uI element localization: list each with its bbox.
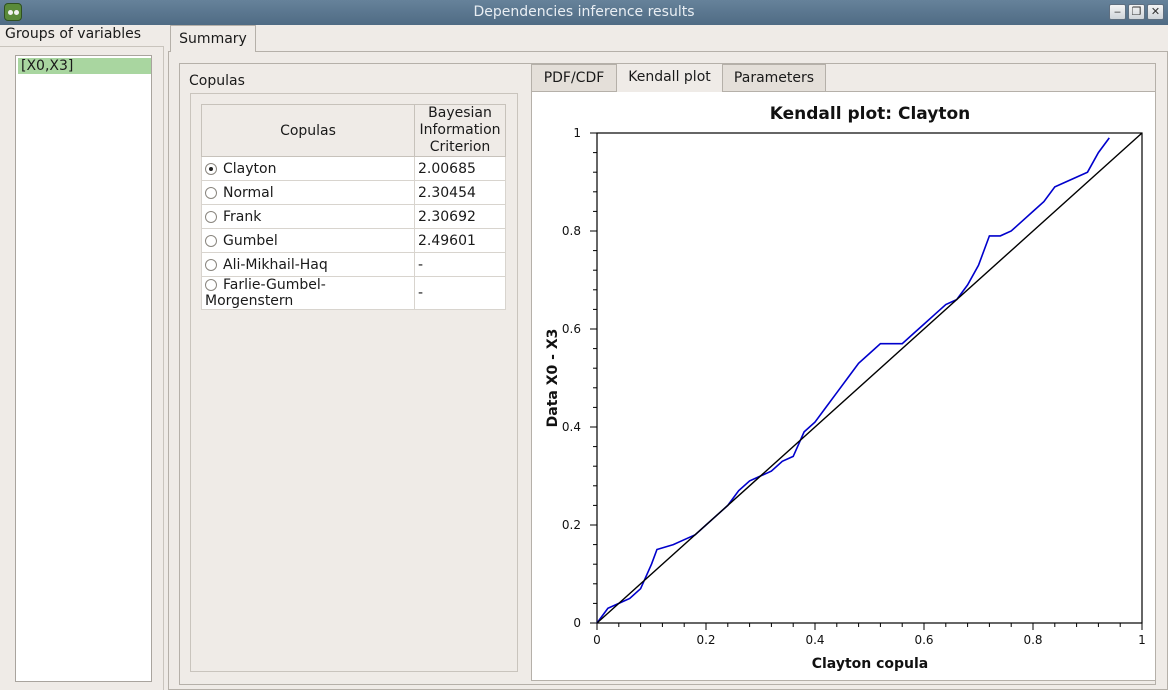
y-axis-label: Data X0 - X3 <box>545 329 561 428</box>
x-tick-label: 0.2 <box>696 633 715 647</box>
copulas-section-label: Copulas <box>189 73 245 89</box>
table-row[interactable]: Farlie-Gumbel-Morgenstern - <box>201 276 506 310</box>
y-tick-label: 0.4 <box>562 420 581 434</box>
series-line-empirical <box>596 137 1110 624</box>
kendall-plot-panel: Kendall plot: Clayton 0 0.2 0.4 0.6 0.8 1 0 0.2… <box>531 91 1156 681</box>
y-tick-label: 0.8 <box>562 224 581 238</box>
x-tick-label: 1 <box>1138 633 1146 647</box>
bic-value: 2.30454 <box>414 180 506 205</box>
table-row[interactable]: Clayton 2.00685 <box>201 156 506 181</box>
x-tick-label: 0 <box>593 633 601 647</box>
minimize-icon[interactable]: ‒ <box>1109 4 1126 20</box>
copula-name: Frank <box>223 208 262 225</box>
close-icon[interactable]: ✕ <box>1147 4 1164 20</box>
window-titlebar: Dependencies inference results ‒ ❐ ✕ <box>0 0 1168 25</box>
copula-name: Clayton <box>223 160 277 177</box>
tab-kendall-plot[interactable]: Kendall plot <box>616 63 723 92</box>
table-row[interactable]: Gumbel 2.49601 <box>201 228 506 253</box>
copula-name: Ali-Mikhail-Haq <box>223 256 328 273</box>
column-header-bic[interactable]: Bayesian Information Criterion <box>414 104 506 157</box>
tab-summary[interactable]: Summary <box>170 25 256 52</box>
y-tick-label: 1 <box>573 126 581 140</box>
bic-value: - <box>414 276 506 310</box>
kendall-plot-chart[interactable]: Kendall plot: Clayton 0 0.2 0.4 0.6 0.8 1 0 0.2… <box>532 92 1155 680</box>
bic-value: 2.30692 <box>414 204 506 229</box>
radio-ali-mikhail-haq[interactable] <box>205 258 217 271</box>
groups-list[interactable]: [X0,X3] <box>15 55 152 682</box>
groups-label: Groups of variables <box>5 26 142 42</box>
restore-icon[interactable]: ❐ <box>1128 4 1145 20</box>
bic-value: 2.49601 <box>414 228 506 253</box>
x-tick-label: 0.4 <box>805 633 824 647</box>
series-line-diagonal <box>596 132 1143 624</box>
tab-pdf-cdf[interactable]: PDF/CDF <box>531 64 617 91</box>
table-row[interactable]: Frank 2.30692 <box>201 204 506 229</box>
window-title: Dependencies inference results <box>473 4 695 20</box>
radio-clayton[interactable] <box>205 162 217 175</box>
copulas-groupbox <box>190 93 518 672</box>
copula-name: Normal <box>223 184 274 201</box>
table-row[interactable]: Ali-Mikhail-Haq - <box>201 252 506 277</box>
x-tick-label: 0.6 <box>914 633 933 647</box>
bic-value: - <box>414 252 506 277</box>
y-tick-label: 0.2 <box>562 518 581 532</box>
radio-normal[interactable] <box>205 186 217 199</box>
group-item[interactable]: [X0,X3] <box>18 58 151 74</box>
app-icon <box>4 3 22 21</box>
radio-fgm[interactable] <box>205 279 217 291</box>
column-header-copulas[interactable]: Copulas <box>201 104 415 157</box>
radio-frank[interactable] <box>205 210 217 223</box>
radio-gumbel[interactable] <box>205 234 217 247</box>
groups-frame <box>0 46 164 690</box>
table-row[interactable]: Normal 2.30454 <box>201 180 506 205</box>
y-tick-label: 0.6 <box>562 322 581 336</box>
bic-value: 2.00685 <box>414 156 506 181</box>
x-tick-label: 0.8 <box>1023 633 1042 647</box>
y-tick-label: 0 <box>573 616 581 630</box>
chart-title: Kendall plot: Clayton <box>770 104 970 124</box>
tab-parameters[interactable]: Parameters <box>722 64 826 91</box>
copulas-table: Copulas Bayesian Information Criterion C… <box>201 104 506 310</box>
copula-name: Gumbel <box>223 232 278 249</box>
copula-name: Farlie-Gumbel-Morgenstern <box>205 277 326 309</box>
x-axis-label: Clayton copula <box>812 656 929 672</box>
